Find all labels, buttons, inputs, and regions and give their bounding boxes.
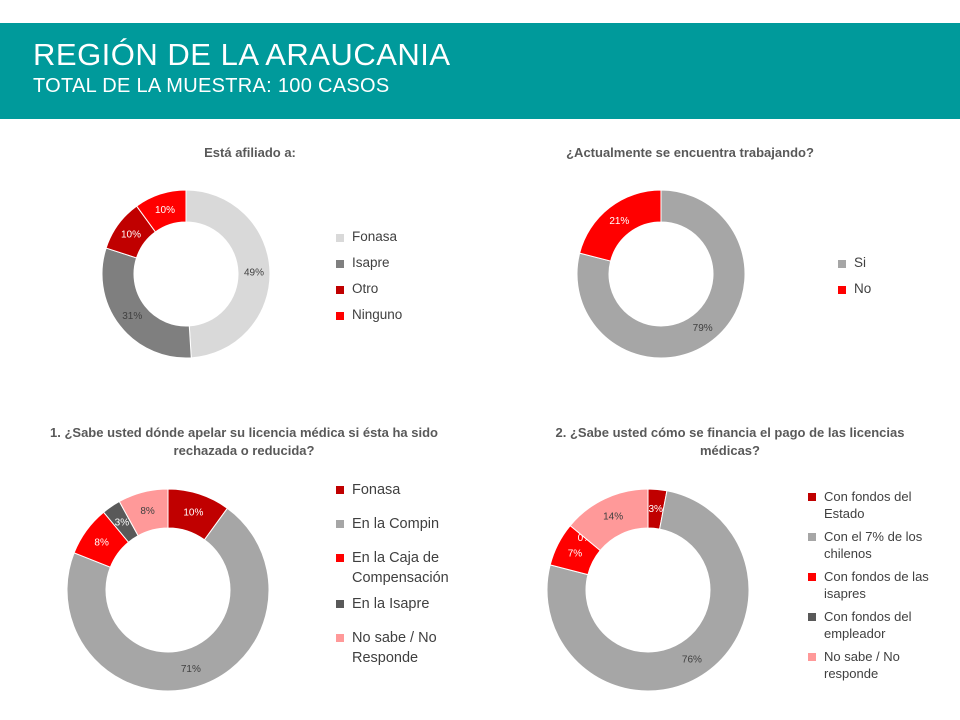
data-label-en-la-caja-de-compensacion: 8% xyxy=(94,537,109,548)
legend-swatch xyxy=(808,533,816,541)
chart-4-legend: Con fondos del Estado Con el 7% de los c… xyxy=(808,488,954,682)
legend-label: Con fondos del empleador xyxy=(824,609,912,641)
legend-label: No sabe / No responde xyxy=(824,649,900,681)
legend-label: En la Compin xyxy=(352,516,440,532)
legend-swatch xyxy=(336,312,344,320)
donut-slice-no-sabe-no-responde xyxy=(569,488,649,552)
chart-3-title: 1. ¿Sabe usted dónde apelar su licencia … xyxy=(50,425,438,458)
legend-item: Con fondos de las isapres xyxy=(808,568,954,602)
legend-label: Fonasa xyxy=(352,482,401,498)
chart-2-legend: Si No xyxy=(838,255,871,307)
legend-item: Ninguno xyxy=(336,307,402,333)
legend-swatch xyxy=(808,613,816,621)
legend-item: Con fondos del empleador xyxy=(808,608,954,642)
donut-slice-en-la-compin xyxy=(66,507,270,692)
legend-item: No sabe / No Responde xyxy=(336,628,486,668)
legend-swatch xyxy=(336,486,344,494)
data-label-fonasa: 10% xyxy=(183,508,203,519)
donut-chart-trabajando: 79% 21% xyxy=(576,189,746,359)
legend-swatch xyxy=(838,286,846,294)
legend-swatch xyxy=(808,573,816,581)
header-banner: REGIÓN DE LA ARAUCANIA TOTAL DE LA MUEST… xyxy=(0,23,960,119)
legend-item: Otro xyxy=(336,281,402,307)
legend-label: En la Isapre xyxy=(352,596,430,612)
data-label-no: 21% xyxy=(609,216,629,227)
data-label-con-el-7-de-los-chilenos: 76% xyxy=(682,655,702,666)
legend-swatch xyxy=(336,634,344,642)
data-label-no-sabe-no-responde: 14% xyxy=(603,511,623,522)
donut-chart-financiamiento: 3% 76% 7% 0% 14% xyxy=(546,488,750,692)
legend-item: En la Compin xyxy=(336,514,486,534)
data-label-ninguno: 10% xyxy=(155,205,175,216)
page-title: REGIÓN DE LA ARAUCANIA xyxy=(33,37,451,72)
data-label-con-fondos-de-las-isapres: 7% xyxy=(568,548,583,559)
legend-label: Con fondos del Estado xyxy=(824,489,912,521)
donut-slice-no-sabe-no-responde xyxy=(118,488,169,537)
chart-2-title: ¿Actualmente se encuentra trabajando? xyxy=(566,145,814,160)
donut-slice-isapre xyxy=(101,247,192,359)
legend-swatch xyxy=(336,554,344,562)
data-label-no-sabe-no-responde: 8% xyxy=(140,506,155,517)
legend-label: Con fondos de las isapres xyxy=(824,569,929,601)
legend-item: Fonasa xyxy=(336,229,402,255)
legend-item: Con el 7% de los chilenos xyxy=(808,528,954,562)
legend-label: No sabe / No Responde xyxy=(352,630,437,666)
donut-chart-afiliacion: 49% 31% 10% 10% xyxy=(101,189,271,359)
donut-slice-fonasa xyxy=(185,189,271,359)
donut-chart-apelar-licencia: 10% 71% 8% 3% 8% xyxy=(66,488,270,692)
donut-slice-ninguno xyxy=(135,189,187,233)
legend-item: No xyxy=(838,281,871,307)
legend-label: Isapre xyxy=(352,255,390,270)
chart-4-title: 2. ¿Sabe usted cómo se financia el pago … xyxy=(555,425,905,458)
data-label-con-fondos-del-empleador: 0% xyxy=(578,533,593,544)
legend-swatch xyxy=(808,493,816,501)
legend-swatch xyxy=(808,653,816,661)
legend-item: No sabe / No responde xyxy=(808,648,954,682)
data-label-si: 79% xyxy=(693,323,713,334)
legend-swatch xyxy=(336,520,344,528)
data-label-en-la-isapre: 3% xyxy=(115,518,130,529)
page-subtitle: TOTAL DE LA MUESTRA: 100 CASOS xyxy=(33,75,390,97)
data-label-isapre: 31% xyxy=(122,311,142,322)
donut-slice-no xyxy=(579,189,662,262)
legend-label: Otro xyxy=(352,281,379,296)
legend-label: Ninguno xyxy=(352,307,403,322)
legend-label: No xyxy=(854,281,872,296)
legend-item: En la Isapre xyxy=(336,594,486,614)
legend-swatch xyxy=(336,286,344,294)
legend-item: Fonasa xyxy=(336,480,486,500)
legend-swatch xyxy=(336,234,344,242)
legend-swatch xyxy=(336,600,344,608)
data-label-con-fondos-del-estado: 3% xyxy=(648,504,663,515)
legend-item: En la Caja de Compensación xyxy=(336,548,486,588)
legend-label: En la Caja de Compensación xyxy=(352,550,449,586)
donut-slice-si xyxy=(576,189,746,359)
legend-swatch xyxy=(336,260,344,268)
legend-item: Con fondos del Estado xyxy=(808,488,954,522)
donut-slice-con-el-7-de-los-chilenos xyxy=(546,490,750,692)
legend-label: Fonasa xyxy=(352,229,398,244)
legend-label: Con el 7% de los chilenos xyxy=(824,529,923,561)
chart-3-legend: Fonasa En la Compin En la Caja de Compen… xyxy=(336,480,486,668)
legend-label: Si xyxy=(854,255,867,270)
data-label-en-la-compin: 71% xyxy=(181,664,201,675)
legend-swatch xyxy=(838,260,846,268)
chart-1-title: Está afiliado a: xyxy=(204,145,296,160)
legend-item: Si xyxy=(838,255,871,281)
data-label-otro: 10% xyxy=(121,230,141,241)
chart-1-legend: Fonasa Isapre Otro Ninguno xyxy=(336,229,402,333)
legend-item: Isapre xyxy=(336,255,402,281)
data-label-fonasa: 49% xyxy=(244,267,264,278)
